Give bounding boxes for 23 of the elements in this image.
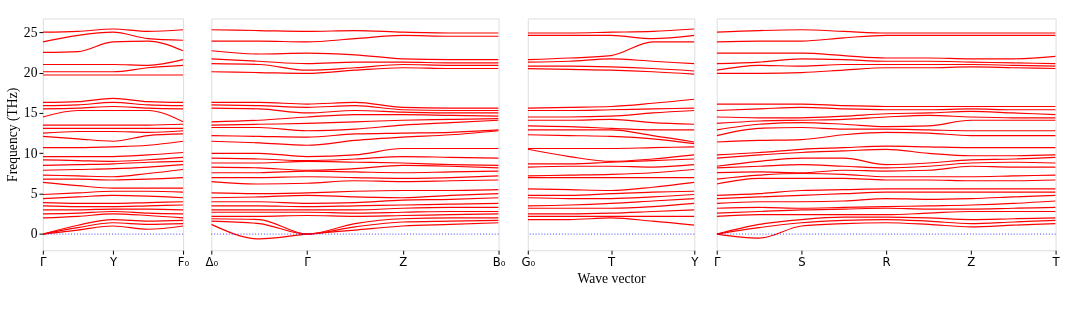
x-tick-label: Γ [304,255,312,270]
y-tick-label: 25 [23,24,38,40]
x-tick-label: T [1051,255,1061,270]
x-tick-label: Y [690,255,700,270]
x-tick-label: Δ₀ [205,255,219,270]
x-tick-label: S [798,255,806,270]
y-tick-label: 0 [30,226,38,242]
x-tick-label: Y [108,255,118,270]
x-tick-label: Γ [40,255,48,270]
x-tick-label: G₀ [521,255,536,270]
x-tick-label: Γ [713,255,721,270]
y-tick-label: 15 [23,105,38,121]
x-tick-label: R [882,255,891,270]
y-tick-label: 5 [30,186,38,202]
x-axis-title: Wave vector [577,270,647,286]
x-tick-label: T [606,255,616,270]
x-tick-label: F₀ [177,255,190,270]
y-tick-label: 20 [23,64,38,80]
y-tick-label: 10 [23,145,38,161]
x-tick-label: Z [967,255,976,270]
x-tick-label: Z [399,255,408,270]
y-axis-title: Frequency (THz) [5,87,22,182]
x-tick-label: B₀ [492,255,506,270]
